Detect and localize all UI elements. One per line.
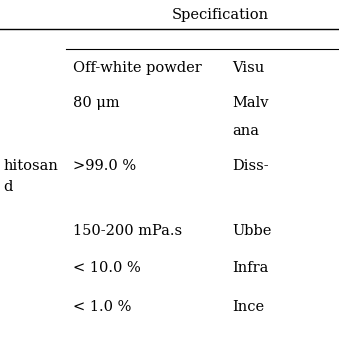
Text: 80 μm: 80 μm [73, 96, 120, 111]
Text: 150-200 mPa.s: 150-200 mPa.s [73, 223, 182, 238]
Text: >99.0 %: >99.0 % [73, 159, 136, 173]
Text: Ince: Ince [232, 300, 264, 314]
Text: d: d [3, 180, 13, 195]
Text: Ubbe: Ubbe [232, 223, 272, 238]
Text: ana: ana [232, 123, 259, 138]
Text: hitosan: hitosan [3, 159, 58, 173]
Text: < 1.0 %: < 1.0 % [73, 300, 131, 314]
Text: Visu: Visu [232, 61, 264, 75]
Text: Malv: Malv [232, 96, 269, 111]
Text: Off-white powder: Off-white powder [73, 61, 202, 75]
Text: Infra: Infra [232, 261, 268, 275]
Text: Diss‑: Diss‑ [232, 159, 269, 173]
Text: < 10.0 %: < 10.0 % [73, 261, 141, 275]
Text: Specification: Specification [172, 8, 269, 22]
